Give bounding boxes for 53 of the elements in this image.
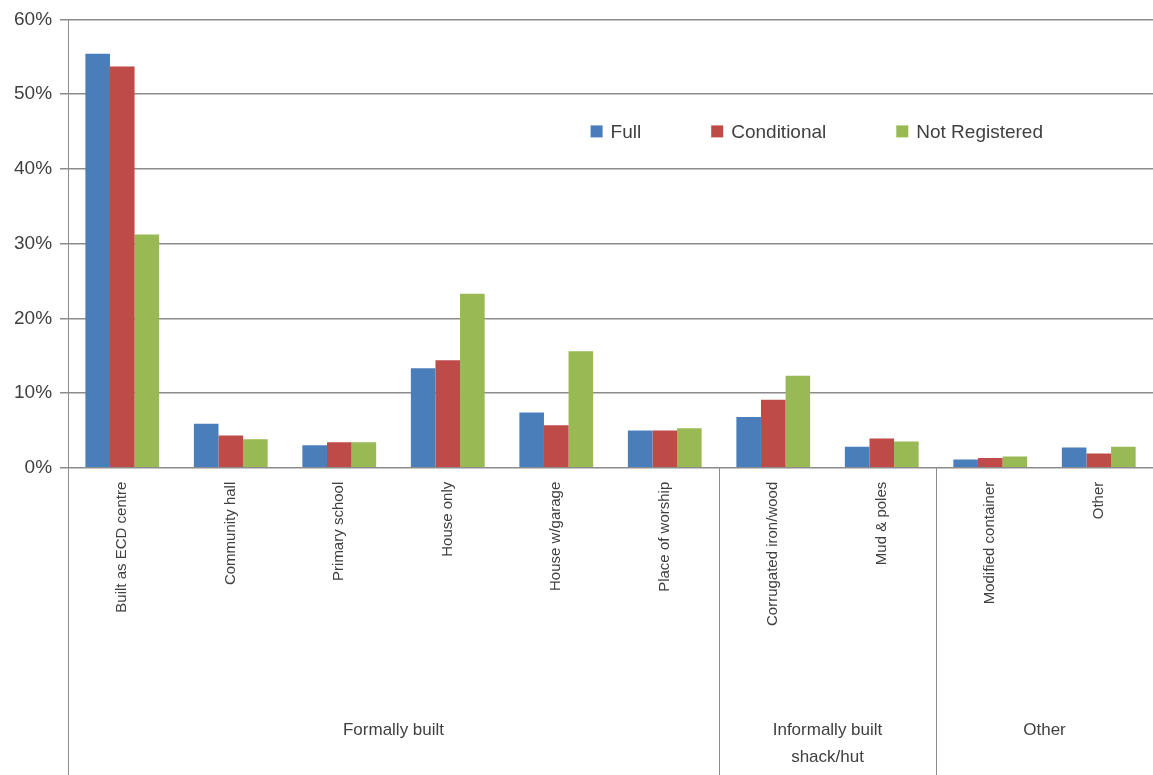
bar xyxy=(243,439,268,467)
x-tick-label: House only xyxy=(437,481,455,557)
legend-label: Full xyxy=(610,120,642,142)
bar xyxy=(218,435,244,467)
bar xyxy=(1002,456,1028,467)
text: Informally built shack/hut xyxy=(772,719,883,766)
legend-label: Not Registered xyxy=(916,120,1044,142)
bar xyxy=(760,399,786,467)
x-tick-label: Other xyxy=(1088,481,1106,520)
bar xyxy=(326,442,352,467)
legend-label: Conditional xyxy=(731,120,827,142)
bar xyxy=(894,441,919,467)
bar xyxy=(736,416,761,467)
bar xyxy=(652,430,678,467)
y-tick-label: 10% xyxy=(14,381,53,403)
x-tick-label: Modified container xyxy=(980,481,998,605)
bar xyxy=(302,445,327,467)
bar xyxy=(109,66,135,467)
x-tick-label: Mud & poles xyxy=(871,481,889,566)
bar xyxy=(677,428,702,467)
y-tick-label: 40% xyxy=(14,157,53,179)
bar xyxy=(519,412,544,467)
bar xyxy=(134,234,160,467)
bar xyxy=(627,430,653,467)
bar xyxy=(785,375,811,467)
bar xyxy=(460,293,485,467)
bar xyxy=(543,425,569,467)
bar xyxy=(85,53,110,467)
x-tick-label: Built as ECD centre xyxy=(112,481,130,613)
x-tick-label: Corrugated iron/wood xyxy=(763,481,781,627)
bar xyxy=(193,423,219,467)
y-tick-label: 60% xyxy=(14,7,53,29)
y-tick-label: 30% xyxy=(14,231,53,253)
x-tick-label: Community hall xyxy=(220,481,238,586)
y-tick-label: 0% xyxy=(24,455,53,477)
bar xyxy=(435,360,461,467)
text: Other xyxy=(1023,719,1067,739)
bar xyxy=(1061,447,1087,467)
bar xyxy=(953,459,978,467)
x-tick-label: Primary school xyxy=(329,481,347,581)
bar xyxy=(1111,446,1136,467)
bar xyxy=(977,458,1003,467)
bar xyxy=(351,442,377,467)
bar xyxy=(410,368,436,467)
y-tick-label: 20% xyxy=(14,306,53,328)
bar xyxy=(844,446,870,467)
y-tick-label: 50% xyxy=(14,82,53,104)
bar xyxy=(1086,453,1112,467)
text: Formally built xyxy=(342,719,445,739)
x-tick-label: House w/garage xyxy=(546,481,564,591)
x-tick-label: Place of worship xyxy=(654,481,672,592)
bar xyxy=(869,438,895,467)
bar xyxy=(568,351,594,467)
